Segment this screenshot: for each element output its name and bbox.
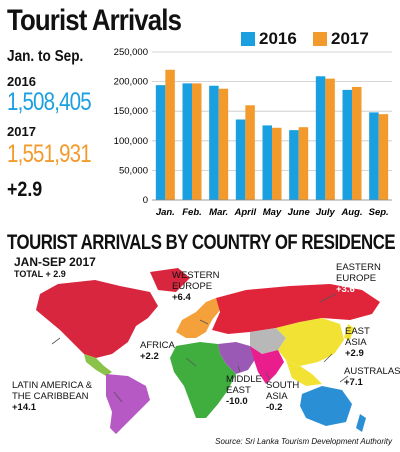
label-eastern-europe-line1: EASTERN	[336, 262, 381, 273]
y-tick-label: 150,000	[114, 106, 148, 117]
label-western-europe-value: +6.4	[172, 292, 191, 303]
x-tick-label: June	[288, 207, 311, 218]
bar-2017	[218, 88, 229, 200]
region-south-asia-shape	[250, 346, 284, 384]
label-africa-line1: AFRICA	[140, 340, 175, 351]
legend-swatch-2016	[241, 32, 255, 46]
region-middle-east-shape	[218, 342, 256, 374]
label-south-asia-value: -0.2	[266, 402, 283, 413]
x-tick-label: Jan.	[156, 207, 175, 218]
x-tick-label: May	[263, 207, 282, 218]
bar-2016	[369, 112, 379, 200]
period-label: Jan. to Sep.	[7, 48, 84, 65]
x-tick-label: Mar.	[209, 207, 228, 218]
label-latin-america: LATIN AMERICA & THE CARIBBEAN +14.1	[12, 380, 92, 413]
y-tick-label: 100,000	[114, 136, 148, 147]
label-middle-east-line2: EAST	[226, 385, 251, 396]
greenland-shape	[150, 268, 190, 292]
label-east-asia: EAST ASIA +2.9	[345, 326, 370, 359]
legend-swatch-2017	[313, 32, 327, 46]
label-south-asia: SOUTH ASIA -0.2	[266, 380, 299, 413]
y-tick-label: 250,000	[114, 47, 148, 58]
bar-2017	[272, 127, 282, 200]
map-period-label: JAN-SEP 2017	[14, 255, 96, 269]
bar-2016	[209, 85, 219, 200]
bar-2017	[352, 86, 362, 200]
region-central-asia-shape	[250, 328, 286, 354]
region-north-america-shape	[36, 280, 158, 358]
label-western-europe-line2: EUROPE	[172, 281, 213, 292]
label-north-america-line1: NORTH	[12, 332, 46, 343]
source-note: Source: Sri Lanka Tourism Development Au…	[215, 437, 392, 446]
bar-2016	[235, 119, 246, 200]
monthly-arrivals-bar-chart: 0 50,000 100,000 150,000 200,000 250,000 Jan. F…	[114, 47, 392, 218]
x-tick-label: Aug.	[340, 207, 362, 218]
x-tick-label: April	[234, 207, 257, 218]
region-east-asia-shape	[276, 318, 344, 366]
bar-2017	[165, 69, 175, 200]
region-latin-america-shape	[106, 374, 150, 434]
new-zealand-shape	[356, 414, 366, 432]
label-western-europe: WESTERN EUROPE +6.4	[172, 270, 220, 303]
label-eastern-europe-value: +3.6	[336, 284, 355, 295]
legend-label-2017: 2017	[331, 29, 369, 48]
label-australasia: AUSTRALASIA +7.1	[344, 366, 400, 388]
bar-2016	[182, 83, 192, 200]
map-section-title: TOURIST ARRIVALS BY COUNTRY OF RESIDENCE	[7, 231, 396, 254]
bar-2016	[155, 85, 166, 200]
region-africa-shape	[170, 342, 236, 418]
y-tick-label: 50,000	[119, 165, 148, 176]
x-tick-label: Sep.	[369, 207, 389, 218]
bar-2016	[289, 130, 299, 200]
label-australasia-value: +7.1	[344, 377, 363, 388]
bar-2017	[192, 83, 202, 200]
label-south-asia-line1: SOUTH	[266, 380, 300, 391]
label-australasia-line1: AUSTRALASIA	[344, 366, 400, 377]
world-map	[36, 268, 380, 434]
label-latin-america-line1: LATIN AMERICA &	[12, 380, 93, 391]
label-east-asia-line1: EAST	[345, 326, 370, 337]
label-africa-value: +2.2	[140, 351, 159, 362]
bar-2016	[315, 76, 326, 200]
year-2016-label: 2016	[7, 74, 36, 89]
label-north-america-value: +5.2	[12, 354, 31, 365]
bar-2017	[245, 105, 255, 200]
total-2017-value: 1,551,931	[7, 140, 92, 168]
label-east-asia-value: +2.9	[345, 348, 364, 359]
y-tick-label: 0	[143, 195, 148, 206]
y-tick-label: 200,000	[114, 77, 148, 88]
x-tick-label: July	[316, 207, 336, 218]
label-north-america-line2: AMERICA	[12, 343, 56, 354]
legend-label-2016: 2016	[259, 29, 297, 48]
label-eastern-europe-line2: EUROPE	[336, 273, 377, 284]
bar-2016	[262, 125, 272, 200]
label-africa: AFRICA +2.2	[140, 340, 175, 362]
region-australasia-shape	[300, 386, 352, 426]
label-middle-east-line1: MIDDLE	[226, 374, 262, 385]
label-middle-east-value: -10.0	[226, 396, 248, 407]
label-latin-america-value: +14.1	[12, 402, 37, 413]
japan-shape	[344, 324, 354, 340]
region-western-europe-shape	[176, 298, 220, 338]
region-southeast-asia-shape	[286, 360, 322, 386]
region-central-america-shape	[84, 354, 112, 376]
bar-2017	[298, 127, 309, 200]
bar-2017	[325, 78, 335, 200]
year-2017-label: 2017	[7, 124, 36, 139]
map-total-label: TOTAL + 2.9	[14, 269, 66, 279]
label-north-america: NORTH AMERICA +5.2	[12, 332, 55, 365]
x-tick-label: Feb.	[182, 207, 202, 218]
region-eastern-europe-shape	[212, 284, 380, 334]
label-east-asia-line2: ASIA	[345, 337, 367, 348]
label-middle-east: MIDDLE EAST -10.0	[226, 374, 262, 407]
total-2016-value: 1,508,405	[7, 88, 92, 116]
page-title: Tourist Arrivals	[7, 4, 182, 37]
label-latin-america-line2: THE CARIBBEAN	[12, 391, 89, 402]
label-eastern-europe: EASTERN EUROPE +3.6	[336, 262, 381, 295]
label-south-asia-line2: ASIA	[266, 391, 288, 402]
bar-2017	[378, 114, 389, 200]
label-western-europe-line1: WESTERN	[172, 270, 220, 281]
change-value: +2.9	[7, 178, 43, 201]
bar-2016	[342, 89, 352, 200]
